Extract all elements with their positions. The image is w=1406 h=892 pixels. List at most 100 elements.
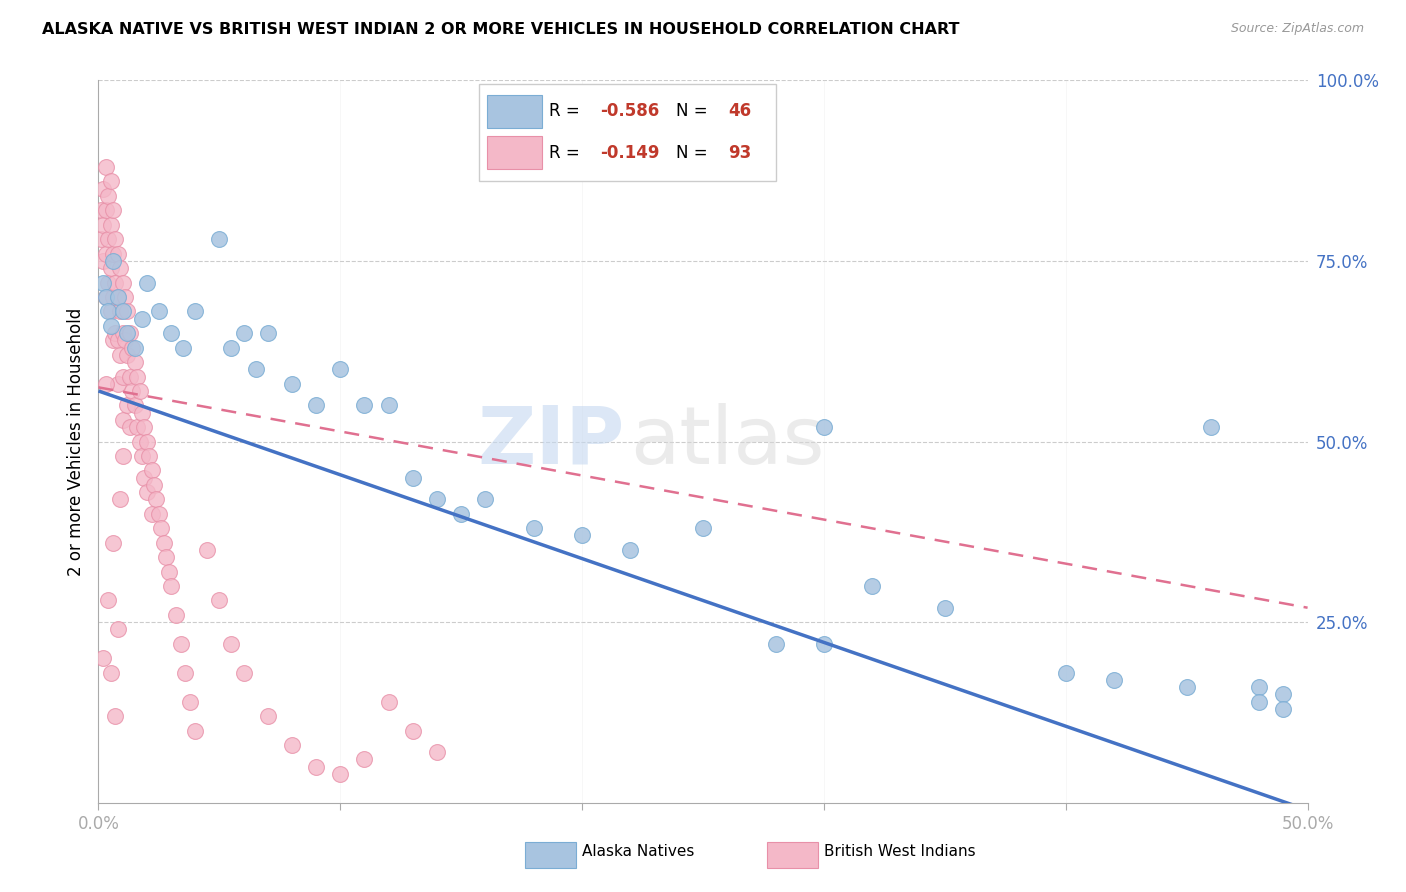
Point [100, 304, 122, 318]
Point [100, 261, 122, 276]
Text: Alaska Natives: Alaska Natives [582, 845, 695, 859]
Point [90, 232, 112, 246]
Point [101, 203, 124, 218]
Text: N =: N = [676, 103, 713, 120]
Point [135, 485, 157, 500]
Point [104, 232, 127, 246]
Point [281, 376, 304, 391]
Point [141, 507, 163, 521]
Point [94, 290, 117, 304]
Point [208, 593, 231, 607]
Point [101, 535, 124, 549]
Point [118, 420, 141, 434]
Point [104, 709, 127, 723]
Point [148, 507, 170, 521]
Point [426, 745, 449, 759]
Point [104, 326, 127, 340]
Point [813, 420, 835, 434]
Point [117, 348, 139, 362]
Point [111, 449, 134, 463]
Point [934, 600, 956, 615]
Point [208, 232, 231, 246]
Point [377, 695, 399, 709]
Y-axis label: 2 or more Vehicles in Household: 2 or more Vehicles in Household [66, 308, 84, 575]
Point [1199, 420, 1222, 434]
Point [143, 478, 166, 492]
Point [97, 593, 120, 607]
Point [91, 276, 114, 290]
Point [138, 449, 160, 463]
FancyBboxPatch shape [768, 842, 818, 868]
Point [128, 384, 150, 398]
Point [232, 665, 254, 680]
Point [114, 334, 136, 348]
Point [402, 723, 425, 738]
Text: atlas: atlas [630, 402, 825, 481]
Point [111, 413, 134, 427]
Point [523, 521, 546, 535]
Point [101, 253, 124, 268]
Point [1272, 702, 1295, 716]
Point [91, 253, 114, 268]
Point [692, 521, 714, 535]
Point [127, 369, 149, 384]
Text: Source: ZipAtlas.com: Source: ZipAtlas.com [1230, 22, 1364, 36]
Point [111, 326, 134, 340]
FancyBboxPatch shape [526, 842, 576, 868]
Point [426, 492, 449, 507]
Point [141, 463, 163, 477]
Point [111, 304, 134, 318]
Point [117, 398, 139, 412]
Point [101, 246, 124, 260]
Point [114, 290, 136, 304]
Point [94, 376, 117, 391]
Point [860, 579, 883, 593]
Point [1249, 680, 1271, 694]
Text: N =: N = [676, 144, 713, 161]
Point [91, 218, 114, 232]
Point [256, 326, 278, 340]
Point [353, 398, 375, 412]
Point [121, 384, 143, 398]
Point [100, 218, 122, 232]
Point [91, 651, 114, 665]
Point [97, 304, 120, 318]
Point [111, 276, 134, 290]
Point [97, 276, 120, 290]
Point [131, 406, 153, 420]
Point [329, 362, 352, 376]
Point [245, 362, 267, 376]
Point [169, 637, 191, 651]
Point [100, 318, 122, 333]
Point [100, 174, 122, 188]
Point [117, 326, 139, 340]
Point [160, 326, 183, 340]
Point [134, 470, 156, 484]
Point [157, 565, 180, 579]
Point [100, 665, 122, 680]
Point [107, 290, 129, 304]
Text: ZIP: ZIP [477, 402, 624, 481]
Point [232, 326, 254, 340]
Point [108, 492, 131, 507]
Point [155, 550, 177, 565]
Text: 46: 46 [728, 103, 752, 120]
Point [131, 449, 153, 463]
Point [174, 665, 197, 680]
Point [124, 355, 146, 369]
Point [97, 189, 120, 203]
Point [281, 738, 304, 752]
Point [91, 182, 114, 196]
Point [148, 304, 170, 318]
Point [179, 695, 201, 709]
Point [1272, 687, 1295, 701]
Point [90, 203, 112, 218]
Point [571, 528, 593, 542]
Point [135, 276, 157, 290]
Point [124, 398, 146, 412]
Point [377, 398, 399, 412]
Point [108, 304, 131, 318]
Point [765, 637, 787, 651]
Point [118, 326, 141, 340]
Point [107, 290, 129, 304]
